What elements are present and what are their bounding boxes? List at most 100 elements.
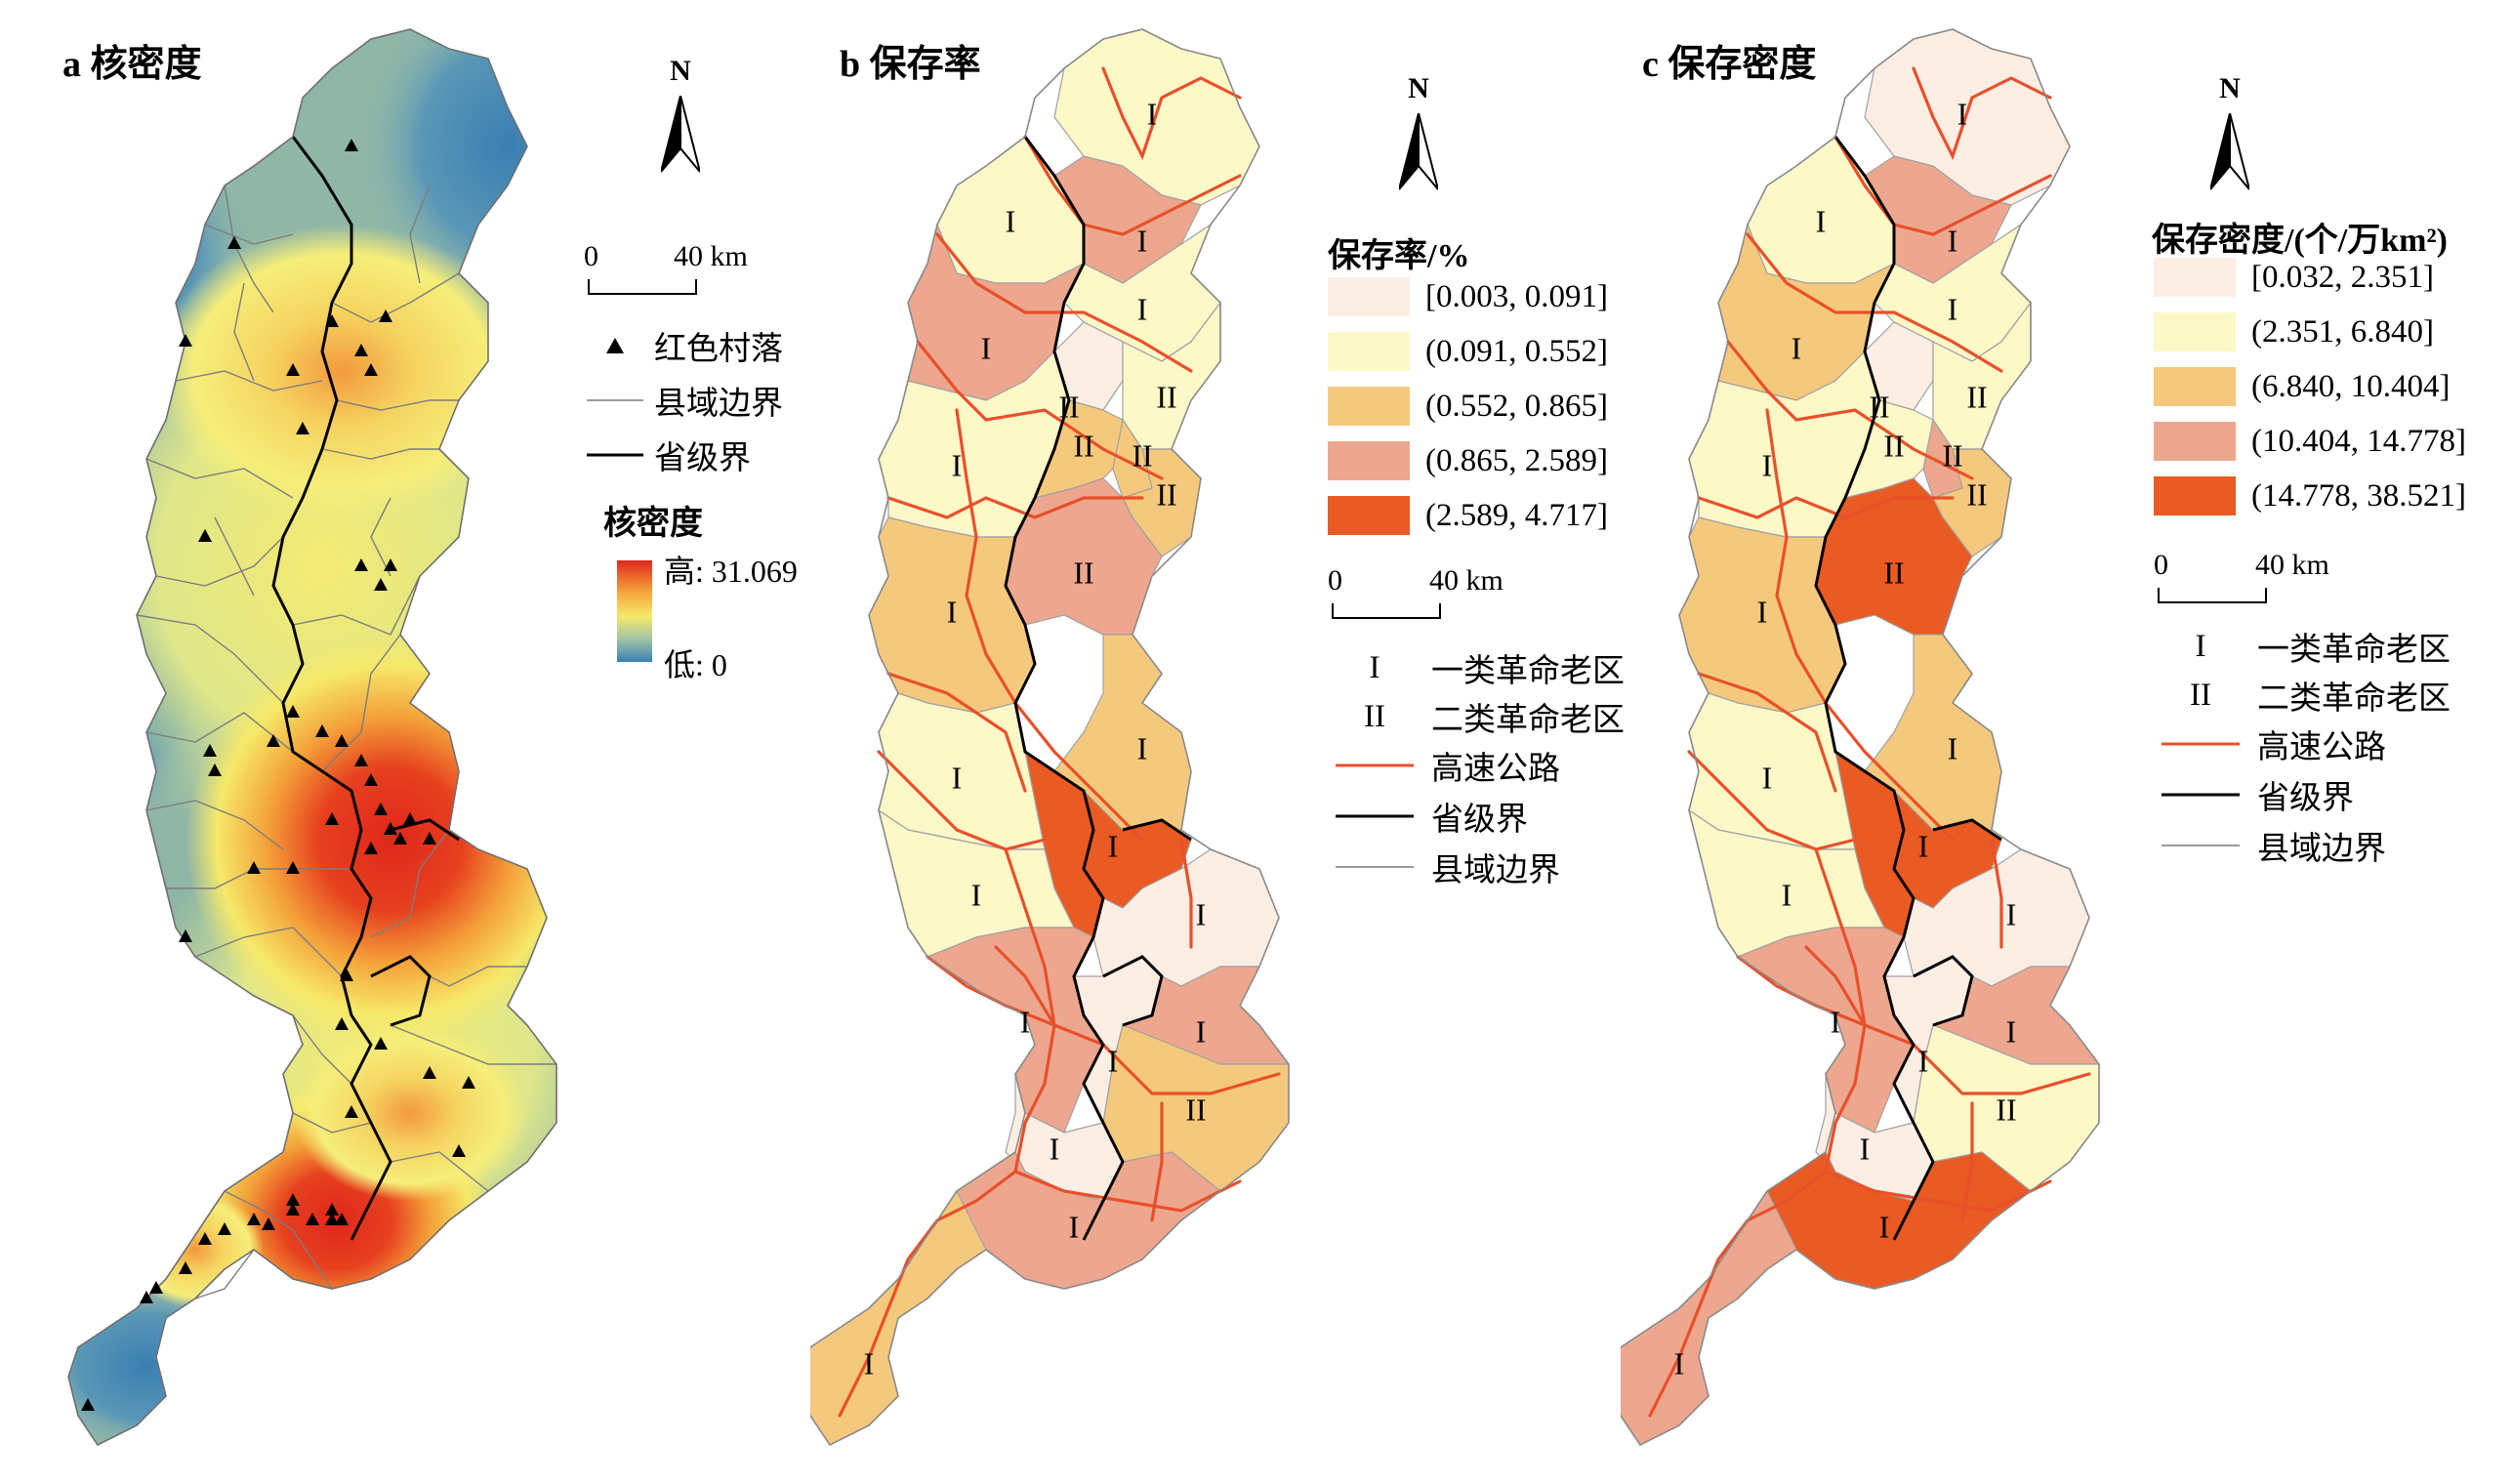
region-type-label: I bbox=[1948, 730, 1958, 765]
region-type-label: II bbox=[1883, 428, 1904, 463]
north-arrow-icon bbox=[661, 96, 700, 173]
gray-line-icon bbox=[586, 397, 644, 403]
region-type-label: I bbox=[1108, 828, 1119, 863]
village-marker bbox=[81, 1398, 95, 1411]
region-type-label: I bbox=[952, 447, 963, 482]
highway-line bbox=[1804, 945, 1867, 1027]
region-type-label: II bbox=[1156, 476, 1176, 512]
class-swatch bbox=[1328, 332, 1410, 371]
highway-line bbox=[1004, 847, 1056, 1027]
class-label: (0.865, 2.589] bbox=[1425, 442, 1608, 478]
highway-line bbox=[1101, 1043, 1281, 1095]
region-type-label: I bbox=[1020, 1004, 1031, 1039]
region-type-label: I bbox=[2006, 1013, 2017, 1049]
highway-line bbox=[1013, 1170, 1242, 1213]
village-marker bbox=[306, 1213, 319, 1225]
region-type-label: I bbox=[1196, 896, 1207, 931]
highway-line bbox=[935, 232, 1193, 373]
highway-line bbox=[1990, 838, 2003, 949]
legend-class-5: (14.778, 38.521] bbox=[2154, 476, 2466, 515]
highway-line bbox=[1814, 847, 1867, 1027]
region-outline bbox=[1621, 28, 2100, 1447]
village-marker bbox=[403, 812, 417, 825]
highway-line bbox=[1824, 1170, 2052, 1213]
kde-low-label: 低: 0 bbox=[664, 647, 727, 682]
region-type-label: I bbox=[1782, 877, 1792, 912]
highway-line bbox=[1150, 1101, 1164, 1222]
village-marker bbox=[374, 578, 388, 591]
highway-line bbox=[1697, 672, 1837, 793]
legend-class-3: (6.840, 10.404] bbox=[2154, 367, 2450, 406]
class-swatch bbox=[1328, 441, 1410, 480]
class-label: [0.032, 2.351] bbox=[2251, 259, 2434, 295]
region-type-label: I bbox=[1006, 203, 1016, 238]
village-marker bbox=[140, 1291, 153, 1303]
province-boundary bbox=[1004, 136, 1192, 1241]
class-label: (2.589, 4.717] bbox=[1425, 497, 1608, 533]
legend-class-1: [0.003, 0.091] bbox=[1328, 277, 1608, 316]
class-label: (2.351, 6.840] bbox=[2251, 313, 2434, 350]
kernel-density-map bbox=[67, 28, 557, 1447]
highways bbox=[838, 66, 1281, 1418]
village-marker bbox=[286, 705, 300, 718]
village-marker bbox=[315, 724, 329, 737]
panel-a-kernel-density: a 核密度 bbox=[0, 0, 810, 1484]
village-marker bbox=[179, 334, 192, 347]
village-marker bbox=[374, 803, 388, 815]
region-type-label: I bbox=[1147, 96, 1158, 131]
red-line-icon bbox=[1328, 763, 1421, 768]
region-type-label: I bbox=[1879, 1209, 1890, 1244]
region-type-label: I bbox=[1674, 1345, 1685, 1381]
panel-c-preservation-density: c 保存密度 I I I I I II II II II II I I II I I I I I I I I I II I I … bbox=[1621, 0, 2512, 1484]
village-marker bbox=[345, 139, 358, 151]
highway-line bbox=[877, 750, 1047, 851]
highway-line bbox=[955, 408, 988, 656]
highway-line bbox=[1746, 232, 2003, 373]
region-outline bbox=[810, 28, 1290, 1447]
class-swatch bbox=[1328, 387, 1410, 426]
red-line-icon bbox=[2154, 741, 2247, 747]
village-marker bbox=[179, 1261, 192, 1274]
village-marker bbox=[374, 1037, 388, 1050]
region-type-label: I bbox=[1791, 330, 1802, 365]
highway-line bbox=[1697, 496, 1955, 519]
class-swatch bbox=[1328, 277, 1410, 316]
north-arrow-icon bbox=[2210, 113, 2249, 190]
scale-bar: 0 40 km bbox=[2154, 549, 2329, 617]
panel-b-title: b 保存率 bbox=[840, 44, 981, 85]
highway-line bbox=[1726, 340, 1974, 480]
village-marker bbox=[384, 558, 397, 571]
legend-county-boundary: 县域边界 bbox=[1328, 844, 1560, 890]
region-type-label: II bbox=[1883, 555, 1904, 590]
black-line-icon bbox=[586, 452, 644, 458]
highway-line bbox=[1179, 838, 1193, 949]
village-marker bbox=[203, 744, 217, 757]
highway-line bbox=[886, 496, 1144, 519]
class-label: [0.003, 0.091] bbox=[1425, 278, 1608, 314]
village-marker bbox=[198, 1232, 212, 1245]
village-marker bbox=[452, 1144, 466, 1157]
legend-province-boundary: 省级界 bbox=[586, 432, 751, 478]
region-type-label: I bbox=[1816, 203, 1827, 238]
village-marker bbox=[227, 236, 241, 249]
scale-bar-line bbox=[2158, 588, 2267, 603]
highway-line bbox=[1912, 66, 2052, 161]
region-type-label: II bbox=[1132, 437, 1152, 473]
region-type-label: I bbox=[1069, 1209, 1080, 1244]
class-label: (0.552, 0.865] bbox=[1425, 388, 1608, 424]
region-type-label: I bbox=[1918, 1043, 1929, 1078]
legend-province-boundary: 省级界 bbox=[1328, 793, 1528, 840]
village-marker bbox=[286, 363, 300, 376]
village-marker bbox=[218, 1222, 231, 1235]
region-type-label: I bbox=[1918, 828, 1929, 863]
village-marker bbox=[423, 1066, 436, 1079]
north-arrow: N bbox=[2201, 72, 2259, 199]
region-type-label: I bbox=[971, 877, 982, 912]
region-type-label: I bbox=[864, 1345, 875, 1381]
village-marker bbox=[364, 842, 378, 854]
village-marker bbox=[354, 558, 368, 571]
panel-a-title: a 核密度 bbox=[62, 44, 202, 85]
legend-class-3: (0.552, 0.865] bbox=[1328, 387, 1608, 426]
